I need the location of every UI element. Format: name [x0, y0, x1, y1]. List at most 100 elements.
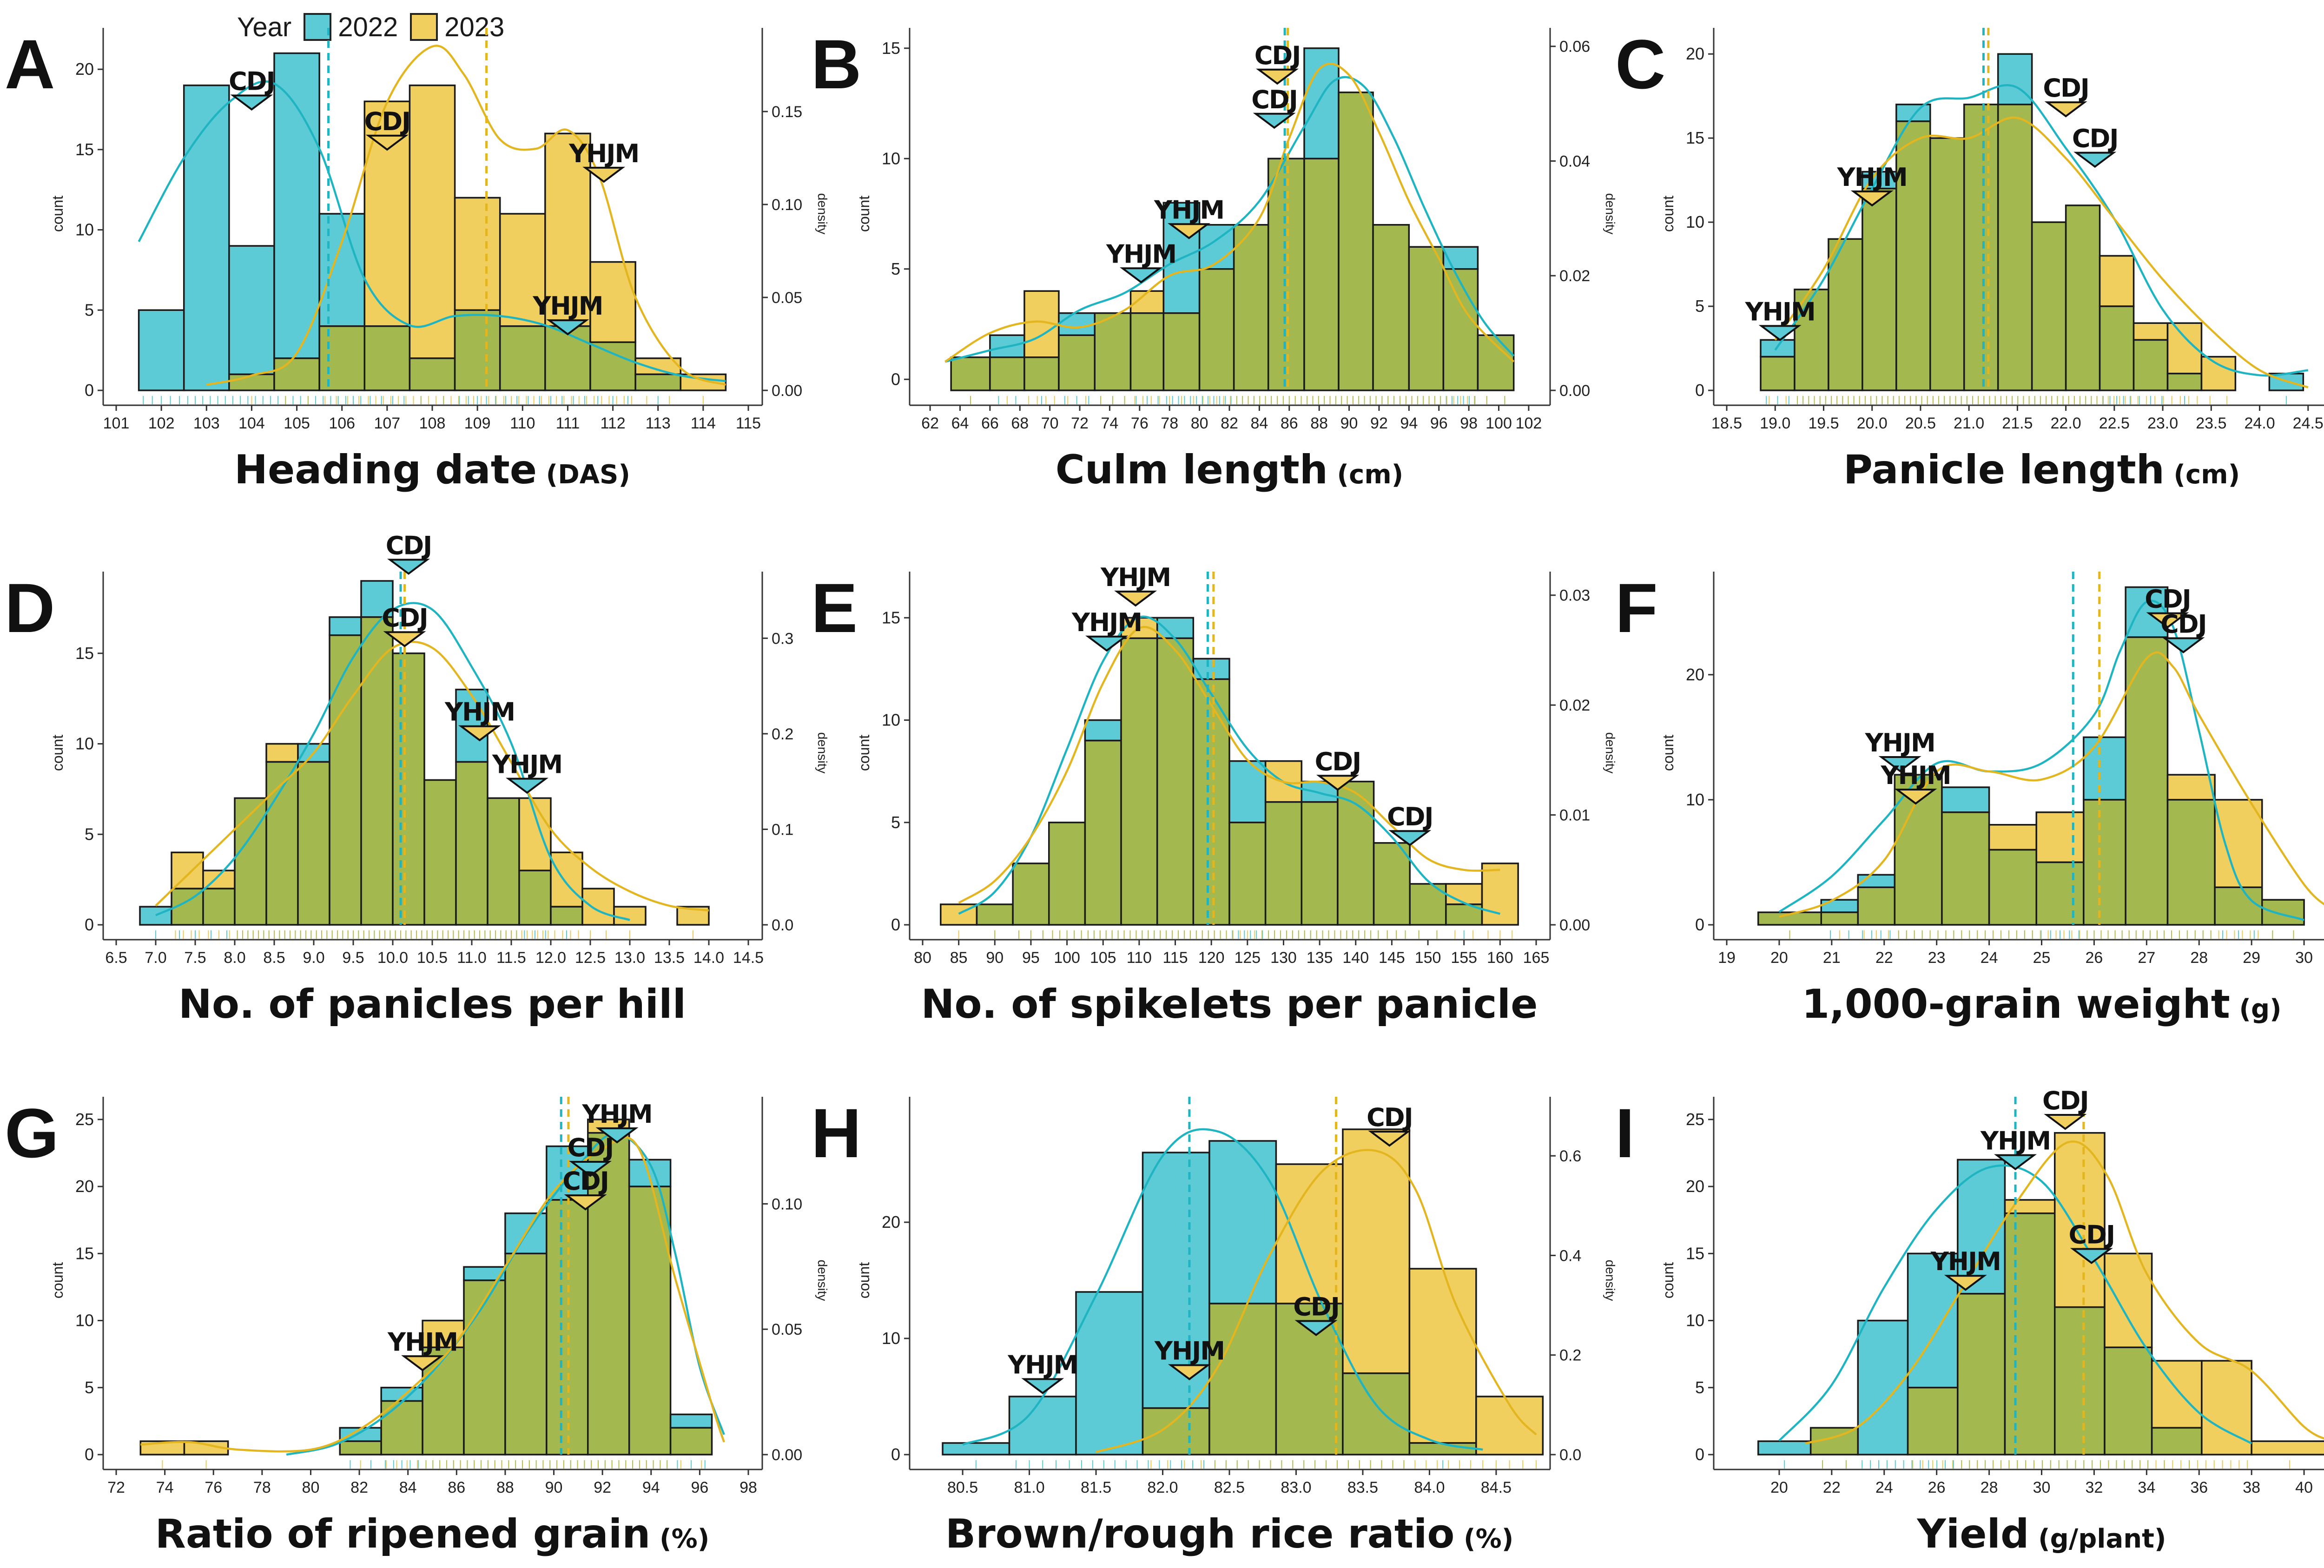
panel-e-y2-label: density	[1603, 732, 1618, 774]
panel-a-density-2023	[206, 45, 726, 386]
panel-g-marker-triangle	[564, 1194, 607, 1211]
panel-i-marker-label: CDJ	[2042, 1086, 2088, 1115]
panel-b-x-title: Culm length (cm)	[1056, 447, 1404, 493]
panel-c: C05101520count0.00.10.20.3density18.519.…	[1615, 25, 2324, 493]
panel-i-marker-triangle	[1994, 1154, 2037, 1171]
panel-a-y-tick-label: 20	[75, 59, 94, 79]
panel-h-x-tick-label: 83.5	[1347, 1479, 1378, 1496]
panel-c-bar-2022	[1895, 104, 1931, 122]
panel-b-y2-tick-label: 0.06	[1559, 38, 1590, 56]
panel-e-bar-2022	[1192, 658, 1230, 680]
panel-a-y2-tick-label: 0.05	[772, 289, 802, 307]
panel-f-x-tick-label: 21	[1823, 949, 1841, 967]
panel-c-x-tick-label: 22.0	[2051, 415, 2081, 432]
panel-a-letter: A	[5, 25, 55, 103]
panel-i-bar-overlap	[2104, 1346, 2153, 1456]
panel-e-bar-2023	[1481, 863, 1519, 926]
panel-f-marker-triangle	[2146, 612, 2189, 629]
panel-d-x-tick-label: 6.5	[105, 949, 127, 967]
panel-f-bar-2023	[2035, 811, 2085, 863]
panel-a-bar-2023	[544, 132, 591, 327]
panel-f-x-tick-label: 22	[1875, 949, 1893, 967]
panel-g-y-tick-label: 15	[75, 1244, 94, 1263]
panel-c-x-title-main: Panicle length	[1843, 447, 2165, 493]
panel-d-y2-tick-label: 0.2	[772, 725, 793, 743]
panel-b-x-tick-label: 82	[1221, 415, 1238, 432]
panel-a-bar-overlap	[318, 325, 366, 391]
panel-d-bar-2023	[581, 888, 615, 926]
panel-b-bar-overlap	[1233, 224, 1269, 391]
panel-a-y2-label: density	[815, 193, 830, 235]
panel-g-marker-triangle	[401, 1355, 444, 1371]
panel-a-bar-overlap	[634, 373, 682, 391]
panel-f-bar-overlap	[2166, 799, 2216, 926]
panel-f-bar-overlap	[2035, 861, 2085, 926]
panel-i-bar-overlap	[2151, 1427, 2203, 1456]
panel-b-y2-tick-label: 0.04	[1559, 152, 1590, 170]
panel-i-bar-2022	[1757, 1440, 1812, 1456]
legend-label-2022: 2022	[338, 12, 398, 42]
panel-e-bar-overlap	[1228, 822, 1267, 926]
panel-h-marker-triangle	[1368, 1131, 1411, 1147]
panel-f-y-tick-label: 10	[1686, 790, 1704, 809]
panel-d-density-2023	[155, 640, 709, 912]
panel-f-bar-overlap	[2125, 636, 2169, 926]
panel-f-bar-overlap	[2261, 899, 2305, 926]
panel-e-x-tick-label: 135	[1307, 949, 1333, 967]
panel-b-bar-overlap	[950, 356, 991, 391]
panel-g-marker-label: YHJM	[387, 1327, 457, 1357]
panel-g-x-title-main: Ratio of ripened grain	[155, 1511, 651, 1557]
panel-e-bar-2023	[1445, 883, 1483, 905]
panel-c-bar-overlap	[1862, 187, 1897, 391]
panel-c-bar-overlap	[1997, 104, 2033, 391]
panel-a-y2-tick-label: 0.10	[772, 196, 802, 214]
panel-e-bar-2022	[1156, 617, 1195, 639]
panel-e-x-tick-label: 155	[1451, 949, 1477, 967]
panel-c-x-tick-label: 23.0	[2147, 415, 2178, 432]
panel-f-marker-triangle	[1878, 756, 1921, 772]
panel-d-density-2022	[155, 602, 630, 921]
panel-a-x-tick-label: 115	[736, 415, 761, 432]
panel-e-letter: E	[811, 569, 858, 647]
panel-g-y-tick-label: 0	[85, 1445, 94, 1464]
panel-d-x-tick-label: 7.0	[145, 949, 166, 967]
panel-g-x-tick-label: 98	[739, 1479, 757, 1496]
panel-c-x-tick-label: 18.5	[1711, 415, 1742, 432]
panel-f-marker-triangle	[1894, 788, 1937, 805]
panel-g-x-tick-label: 78	[253, 1479, 271, 1496]
panel-g-bar-overlap	[669, 1427, 713, 1456]
panel-f-marker-label: CDJ	[2160, 609, 2206, 639]
panel-h-letter: H	[811, 1094, 861, 1172]
panel-h-x-tick-label: 82.0	[1147, 1479, 1178, 1496]
panel-i-x-title: Yield (g/plant)	[1916, 1511, 2166, 1557]
panel-g-y2-label: density	[815, 1260, 830, 1301]
panel-f-x-tick-label: 24	[1981, 949, 1998, 967]
panel-c-bar-2023	[2133, 322, 2169, 341]
panel-e-y-tick-label: 0	[891, 915, 900, 934]
panel-f-marker-triangle	[2162, 637, 2205, 653]
panel-c-y-label: count	[1660, 196, 1677, 232]
panel-f-bar-overlap	[2083, 799, 2126, 926]
panel-a-x-tick-label: 114	[691, 415, 716, 432]
panel-a-y-tick-label: 0	[85, 381, 94, 400]
panel-g-y-tick-label: 25	[75, 1110, 94, 1129]
panel-b-marker-triangle	[1253, 112, 1296, 129]
panel-g-x-tick-label: 96	[691, 1479, 708, 1496]
panel-e-x-tick-label: 90	[986, 949, 1004, 967]
panel-e-y2-tick-label: 0.03	[1559, 587, 1590, 605]
panel-e-bar-overlap	[1301, 801, 1339, 926]
panel-a: A 0 5 10 15 20 count 0.00 0.05 0.10 0.15 density 101…	[5, 25, 830, 493]
panel-f-y-label: count	[1660, 735, 1677, 771]
panel-b-x-tick-label: 64	[951, 415, 969, 432]
panel-e-x-tick-label: 160	[1487, 949, 1513, 967]
panel-a-x-tick-label: 107	[374, 415, 400, 432]
panel-b-y-tick-label: 10	[882, 149, 900, 168]
panel-d-x-tick-label: 14.0	[693, 949, 724, 967]
panel-b-y2-tick-label: 0.02	[1559, 267, 1590, 285]
panel-f-y-tick-label: 0	[1695, 915, 1704, 934]
panel-i-x-tick-label: 24	[1875, 1479, 1893, 1496]
panel-e-bar-overlap	[1373, 842, 1411, 926]
panel-b-bar-2022	[1442, 246, 1479, 270]
panel-d-bar-overlap	[550, 906, 583, 926]
